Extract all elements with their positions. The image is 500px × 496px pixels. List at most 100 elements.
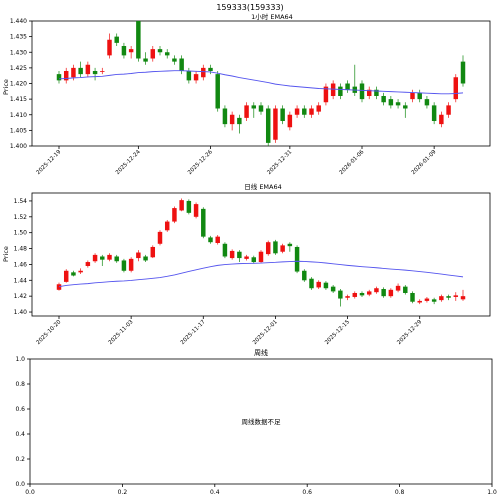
daily-candle-body — [128, 258, 134, 271]
daily-y-tick-label: 1.54 — [14, 198, 28, 205]
daily-candle-body — [229, 250, 235, 259]
daily-x-tick-label: 2025-11-17 — [180, 319, 207, 346]
hourly-candle-body — [381, 96, 386, 103]
hourly-candle — [410, 89, 415, 103]
hourly-candle-body — [179, 58, 184, 71]
weekly-x-tick-label: 0.8 — [395, 489, 405, 496]
daily-candle — [229, 249, 235, 260]
hourly-y-tick-label: 1.405 — [10, 127, 27, 134]
daily-candle — [273, 239, 278, 255]
hourly-candle — [193, 71, 199, 84]
daily-candle-body — [330, 286, 336, 292]
daily-candle-body — [381, 289, 386, 297]
hourly-candle — [294, 105, 300, 118]
daily-candle-body — [280, 245, 285, 252]
hourly-candle — [323, 83, 329, 106]
hourly-candle-body — [136, 21, 141, 59]
daily-candle — [172, 206, 177, 224]
hourly-candle — [302, 105, 307, 118]
daily-candle — [446, 294, 451, 301]
hourly-candle-body — [201, 67, 206, 78]
daily-candle-body — [446, 296, 451, 298]
daily-candle-body — [431, 299, 437, 302]
hourly-candle-body — [100, 71, 105, 72]
daily-candle-body — [460, 296, 466, 300]
hourly-candle-body — [164, 52, 170, 56]
daily-candle-body — [237, 251, 242, 259]
hourly-candle-body — [323, 86, 329, 103]
hourly-candle — [431, 102, 437, 125]
daily-candle — [92, 253, 98, 263]
hourly-y-tick-label: 1.400 — [10, 143, 27, 150]
daily-candle — [78, 268, 83, 274]
hourly-candle-body — [388, 99, 394, 106]
daily-candle — [222, 242, 228, 259]
daily-candle-body — [164, 221, 170, 231]
daily-candle — [85, 260, 91, 268]
hourly-y-tick-label: 1.410 — [10, 112, 27, 119]
daily-candle — [424, 296, 430, 303]
daily-x-tick-label: 2025-12-15 — [324, 319, 351, 346]
daily-candle — [136, 250, 141, 262]
weekly-y-tick-label: 0.2 — [15, 456, 25, 463]
hourly-candle-body — [359, 83, 365, 100]
hourly-candle-body — [374, 89, 379, 96]
hourly-candle — [222, 105, 228, 128]
daily-candle-body — [403, 286, 408, 293]
daily-candle — [330, 285, 336, 293]
hourly-candle — [446, 102, 451, 118]
daily-candle-body — [323, 282, 329, 289]
daily-candle-body — [316, 281, 321, 288]
hourly-candle-body — [222, 108, 228, 125]
hourly-candle — [352, 64, 358, 96]
hourly-candle — [273, 105, 278, 143]
daily-candle — [302, 269, 307, 282]
hourly-candle-body — [63, 71, 69, 81]
hourly-candle-body — [244, 105, 249, 118]
daily-candle-body — [71, 272, 76, 276]
hourly-candle-body — [403, 105, 408, 109]
hourly-chart-panel: 1小时 EMA64 Price 1.400 1.405 1.410 1.415 1.42… — [2, 12, 491, 176]
hourly-candle — [201, 64, 206, 81]
hourly-candle — [388, 96, 394, 109]
hourly-candle — [316, 102, 321, 115]
daily-candle — [403, 285, 408, 295]
daily-plot-frame — [31, 192, 491, 317]
hourly-y-tick-label: 1.425 — [10, 65, 27, 72]
daily-y-axis-label: Price — [2, 246, 10, 262]
daily-candle-body — [85, 262, 91, 267]
hourly-candle — [258, 102, 264, 115]
hourly-candle-body — [410, 92, 415, 100]
hourly-candle-body — [395, 102, 401, 106]
hourly-candle-body — [366, 89, 372, 96]
hourly-candle — [121, 42, 127, 59]
daily-chart-title: 日线 EMA64 — [244, 182, 282, 191]
hourly-candle — [229, 111, 235, 131]
daily-candle-body — [136, 252, 141, 259]
daily-candle-body — [222, 243, 228, 257]
hourly-candle — [345, 80, 350, 93]
daily-candle — [128, 257, 134, 273]
daily-candle-body — [56, 284, 62, 290]
daily-candle — [294, 245, 300, 274]
weekly-x-tick-label: 1.0 — [487, 489, 497, 496]
hourly-candle — [179, 55, 184, 75]
hourly-candle-body — [424, 99, 430, 106]
hourly-candle-body — [258, 105, 264, 112]
daily-candle — [186, 199, 192, 215]
daily-candle — [431, 297, 437, 305]
hourly-candle — [287, 111, 293, 131]
daily-candle-body — [251, 257, 257, 263]
hourly-candle — [251, 102, 257, 118]
daily-candle — [417, 299, 422, 305]
daily-candle-body — [121, 260, 127, 271]
weekly-y-tick-label: 0.8 — [15, 381, 25, 388]
daily-candle-body — [294, 246, 300, 272]
hourly-candle-body — [345, 83, 350, 90]
daily-candle-body — [287, 243, 293, 247]
daily-candle — [201, 207, 206, 239]
daily-candle-body — [186, 200, 192, 213]
daily-candle — [323, 281, 329, 290]
daily-x-tick-label: 2025-11-03 — [108, 319, 135, 346]
daily-candle-body — [424, 298, 430, 301]
